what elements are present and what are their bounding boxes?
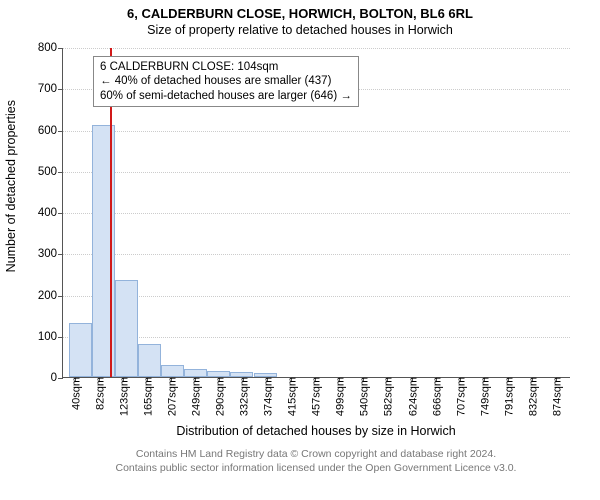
xtick-label: 707sqm [452,377,467,416]
histogram-plot: 010020030040050060070080040sqm82sqm123sq… [62,48,570,378]
y-axis-label: Number of detached properties [4,100,18,272]
xtick-label: 40sqm [67,377,82,410]
annotation-line-2: ← 40% of detached houses are smaller (43… [100,74,352,88]
footer-attribution: Contains HM Land Registry data © Crown c… [62,448,570,475]
histogram-bar [69,323,92,377]
histogram-bar [138,344,161,377]
histogram-bar [161,365,184,377]
histogram-bar [184,369,207,377]
xtick-label: 332sqm [236,377,251,416]
xtick-label: 832sqm [524,377,539,416]
gridline-h [63,337,570,338]
gridline-h [63,213,570,214]
ytick-label: 300 [38,248,63,260]
gridline-h [63,254,570,255]
xtick-label: 749sqm [476,377,491,416]
ytick-label: 100 [38,331,63,343]
xtick-label: 457sqm [308,377,323,416]
chart-subtitle: Size of property relative to detached ho… [0,21,600,41]
footer-line-1: Contains HM Land Registry data © Crown c… [62,448,570,462]
ytick-label: 0 [51,372,63,384]
xtick-label: 207sqm [163,377,178,416]
histogram-bar [207,371,230,377]
xtick-label: 123sqm [115,377,130,416]
ytick-label: 400 [38,207,63,219]
ytick-label: 200 [38,290,63,302]
gridline-h [63,296,570,297]
ytick-label: 700 [38,83,63,95]
xtick-label: 499sqm [332,377,347,416]
xtick-label: 874sqm [548,377,563,416]
xtick-label: 290sqm [211,377,226,416]
chart-title: 6, CALDERBURN CLOSE, HORWICH, BOLTON, BL… [0,0,600,21]
xtick-label: 82sqm [91,377,106,410]
gridline-h [63,131,570,132]
annotation-line-1: 6 CALDERBURN CLOSE: 104sqm [100,60,352,74]
xtick-label: 666sqm [428,377,443,416]
xtick-label: 165sqm [139,377,154,416]
xtick-label: 582sqm [380,377,395,416]
xtick-label: 791sqm [500,377,515,416]
footer-line-2: Contains public sector information licen… [62,462,570,476]
xtick-label: 374sqm [260,377,275,416]
ytick-label: 600 [38,125,63,137]
histogram-bar [230,372,253,377]
histogram-bar [254,373,277,377]
xtick-label: 540sqm [356,377,371,416]
ytick-label: 500 [38,166,63,178]
histogram-bar [115,280,138,377]
gridline-h [63,48,570,49]
xtick-label: 415sqm [284,377,299,416]
xtick-label: 249sqm [187,377,202,416]
x-axis-label: Distribution of detached houses by size … [62,424,570,438]
ytick-label: 800 [38,42,63,54]
annotation-line-3: 60% of semi-detached houses are larger (… [100,89,352,103]
gridline-h [63,172,570,173]
annotation-box: 6 CALDERBURN CLOSE: 104sqm← 40% of detac… [93,56,359,107]
xtick-label: 624sqm [404,377,419,416]
